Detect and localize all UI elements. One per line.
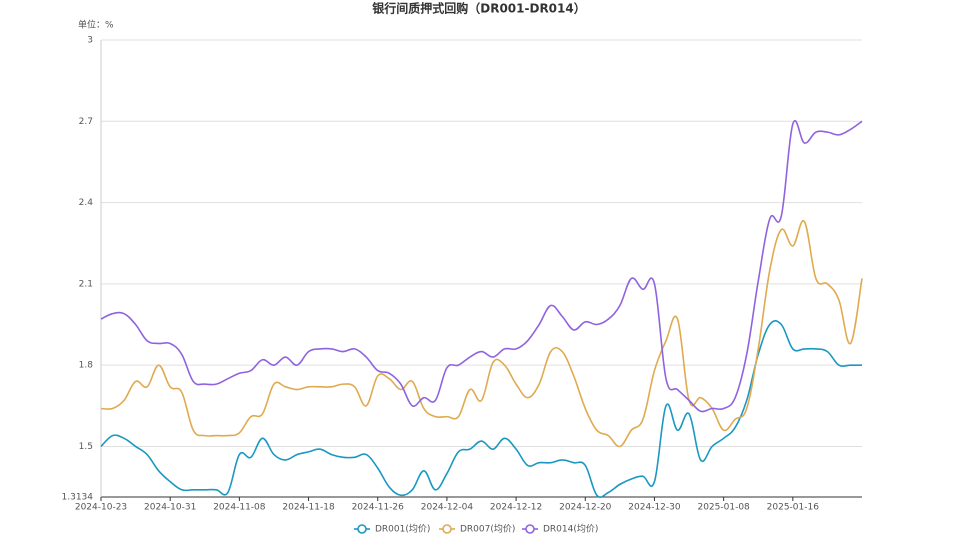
x-tick-label: 2025-01-08	[697, 503, 750, 513]
legend-marker	[525, 524, 535, 534]
x-tick-label: 2025-01-16	[767, 503, 820, 513]
x-tick-label: 2024-11-26	[352, 503, 405, 513]
y-tick-label: 2.7	[79, 117, 93, 127]
x-tick-label: 2024-12-04	[421, 503, 474, 513]
x-tick-label: 2024-11-18	[282, 503, 335, 513]
x-tick-label: 2024-10-23	[75, 503, 127, 513]
y-tick-label: 1.3134	[62, 493, 94, 503]
legend-label: DR014(均价)	[543, 523, 598, 535]
y-tick-label: 1.8	[79, 361, 94, 371]
series-line	[100, 220, 863, 448]
y-tick-label: 2.1	[79, 279, 93, 289]
x-tick-label: 2024-12-12	[490, 503, 542, 513]
legend-label: DR007(均价)	[460, 523, 515, 535]
legend-marker	[357, 524, 367, 534]
y-tick-label: 3	[87, 36, 93, 46]
y-tick-label: 2.4	[79, 198, 94, 208]
x-tick-label: 2024-11-08	[213, 503, 266, 513]
x-tick-label: 2024-12-20	[559, 503, 612, 513]
x-tick-label: 2024-10-31	[144, 503, 196, 513]
legend-marker	[442, 524, 452, 534]
chart-title: 银行间质押式回购（DR001-DR014）	[372, 1, 585, 16]
series-line	[100, 120, 863, 413]
x-tick-label: 2024-12-30	[628, 503, 681, 513]
y-tick-label: 1.5	[79, 442, 93, 452]
legend-label: DR001(均价)	[375, 523, 430, 535]
unit-label: 单位：%	[78, 19, 114, 31]
series-line	[100, 320, 862, 498]
